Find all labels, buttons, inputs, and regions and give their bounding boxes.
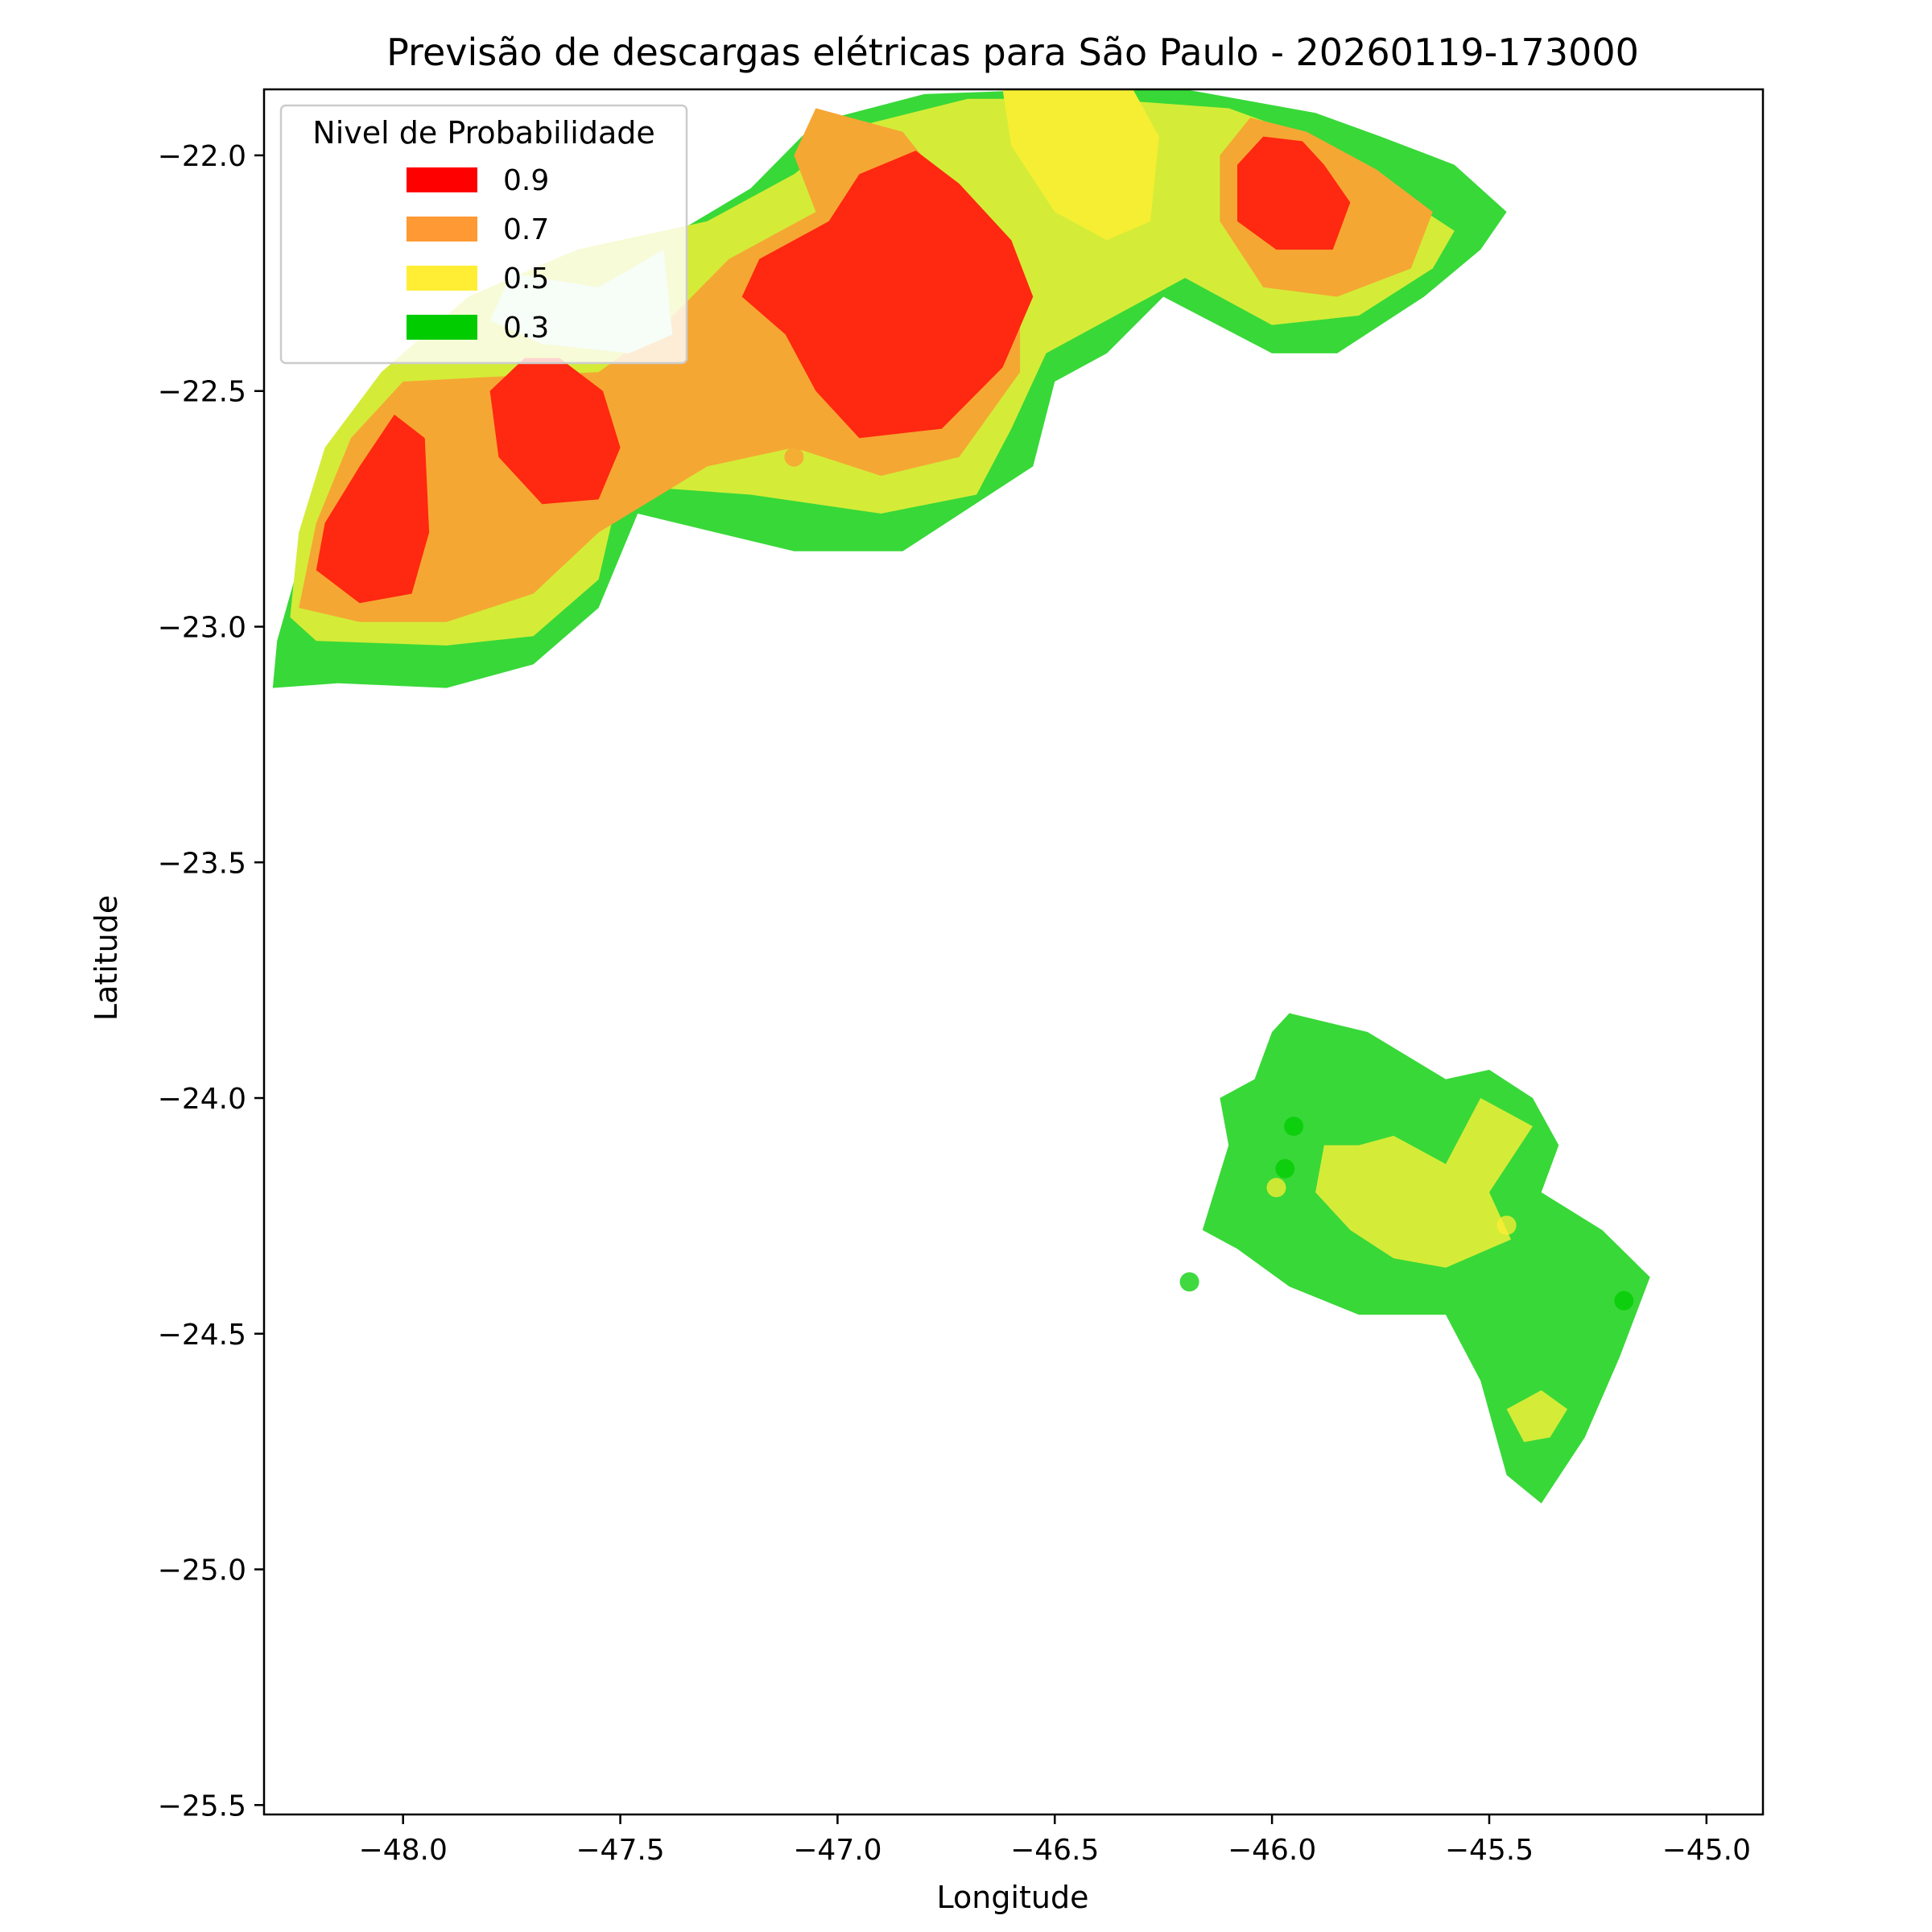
x-tick-label: −46.5	[1010, 1834, 1099, 1867]
x-tick-label: −46.0	[1228, 1834, 1316, 1867]
observation-marker-5	[1179, 1272, 1199, 1292]
observation-marker-1	[784, 447, 804, 467]
observation-marker-3	[1275, 1158, 1295, 1179]
legend-entry-label: 0.5	[503, 262, 549, 295]
x-axis: −48.0 −47.5 −47.0 −46.5 −46.0 −45.5 −45.0	[359, 1814, 1751, 1867]
x-axis-label: Longitude	[937, 1880, 1089, 1915]
contour-region-core-0.9-far-west	[316, 415, 430, 604]
y-tick-label: −22.0	[158, 140, 246, 173]
observation-marker-7	[1614, 1290, 1634, 1311]
legend-entry-label: 0.3	[503, 312, 549, 345]
legend-swatch	[407, 217, 477, 242]
contour-region-south-band-0.5-tip	[1506, 1390, 1568, 1443]
contour-region-core-0.9-central	[741, 151, 1034, 439]
x-tick-label: −47.0	[793, 1834, 881, 1867]
y-tick-label: −24.5	[158, 1319, 246, 1352]
legend-swatch	[407, 167, 477, 192]
y-axis: −22.0 −22.5 −23.0 −23.5 −24.0 −24.5 −25.0 −25.5	[158, 140, 264, 1823]
legend-box	[279, 104, 688, 365]
plot-frame	[262, 88, 1765, 1816]
y-axis-label: Latitude	[89, 895, 124, 1021]
legend-title: Nivel de Probabilidade	[312, 115, 654, 151]
y-tick-label: −23.5	[158, 847, 246, 880]
y-tick-label: −25.0	[158, 1554, 246, 1587]
contour-region-core-0.9-west	[489, 357, 621, 505]
x-tick-label: −48.0	[359, 1834, 448, 1867]
observation-markers	[784, 447, 1634, 1311]
observation-marker-6	[1496, 1216, 1517, 1236]
legend-entry-label: 0.7	[503, 213, 549, 246]
y-tick-label: −22.5	[158, 376, 246, 409]
contour-regions	[272, 89, 1650, 1504]
chart-title: Previsão de descargas elétricas para São…	[386, 31, 1639, 74]
contour-region-south-band-0.5	[1315, 1098, 1533, 1268]
x-tick-label: −45.5	[1445, 1834, 1534, 1867]
x-tick-label: −45.0	[1662, 1834, 1751, 1867]
y-tick-label: −25.5	[158, 1790, 246, 1823]
x-tick-label: −47.5	[576, 1834, 664, 1867]
y-tick-label: −23.0	[158, 611, 246, 644]
legend-swatch	[407, 315, 477, 340]
observation-marker-4	[1266, 1178, 1286, 1198]
contour-region-core-0.9-east	[1237, 136, 1351, 250]
y-tick-label: −24.0	[158, 1083, 246, 1116]
legend-swatch	[407, 266, 477, 291]
observation-marker-2	[1284, 1117, 1304, 1137]
legend-entry-label: 0.9	[503, 164, 549, 197]
contour-region-north-band-0.6	[1002, 89, 1159, 241]
legend: Nivel de Probabilidade 0.9 0.7 0.5 0.3	[279, 104, 688, 365]
